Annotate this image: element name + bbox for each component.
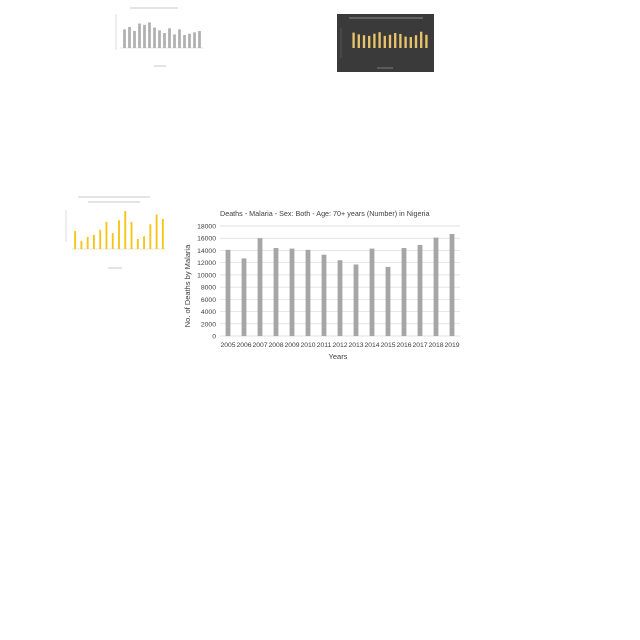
thumbnail-bar	[118, 220, 120, 249]
x-tick-label: 2006	[236, 342, 251, 349]
thumbnail-bar	[136, 239, 139, 249]
thumbnail-bar	[143, 236, 146, 249]
x-tick-label: 2013	[348, 342, 363, 349]
x-tick-label: 2012	[332, 342, 347, 349]
thumbnail-bar	[414, 35, 418, 48]
bar-2006	[241, 258, 247, 336]
thumbnail-yellow-bars	[74, 211, 164, 249]
thumbnail-bar	[105, 221, 108, 249]
thumbnail-bar	[183, 35, 186, 48]
x-tick-label: 2010	[300, 342, 315, 349]
x-tick-label: 2019	[444, 342, 459, 349]
thumbnail-bar	[388, 34, 392, 48]
bar-2016	[401, 248, 407, 336]
bar-2008	[273, 248, 279, 336]
x-tick-label: 2017	[412, 342, 427, 349]
thumbnail-bar	[99, 229, 102, 249]
bar-2015	[385, 266, 391, 336]
thumbnail-bar	[86, 237, 89, 249]
x-tick-label: 2018	[428, 342, 443, 349]
y-tick-label: 0	[212, 334, 216, 341]
thumbnail-bar	[404, 36, 407, 48]
x-tick-label: 2016	[396, 342, 411, 349]
thumbnail-bar	[399, 33, 402, 48]
bar-2009	[289, 248, 295, 336]
y-tick-label: 14000	[197, 248, 216, 255]
thumbnail-bar	[149, 224, 152, 249]
y-tick-label: 18000	[197, 224, 216, 231]
malaria-deaths-bar-chart: Deaths - Malaria - Sex: Both - Age: 70+ …	[183, 209, 460, 361]
thumbnail-bar	[163, 33, 166, 48]
bars	[225, 233, 455, 336]
thumbnail-bar	[188, 33, 191, 48]
x-tick-label: 2008	[268, 342, 283, 349]
thumbnail-bar	[362, 35, 366, 48]
thumbnail-bar	[111, 233, 114, 249]
bar-2011	[321, 254, 327, 336]
thumbnail-bar	[373, 33, 376, 48]
thumbnail-bar	[352, 32, 355, 48]
thumbnail-bar	[383, 35, 386, 48]
thumbnail-bar	[158, 30, 161, 48]
x-axis-label: Years	[329, 352, 348, 361]
thumbnail-gray-bars	[123, 22, 201, 48]
thumbnail-gray-bar-chart	[108, 2, 208, 70]
thumbnail-bar	[178, 29, 181, 48]
y-tick-label: 4000	[201, 309, 216, 316]
thumbnail-bar	[143, 24, 146, 48]
x-tick-label: 2007	[252, 342, 267, 349]
bar-2012	[337, 260, 343, 336]
y-tick-label: 2000	[201, 321, 216, 328]
thumbnail-bar	[124, 211, 127, 249]
thumbnail-bar	[173, 34, 176, 48]
thumbnail-bar	[420, 31, 423, 48]
y-tick-label: 8000	[201, 285, 216, 292]
thumbnail-bar	[155, 214, 158, 249]
thumbnail-bar	[357, 34, 360, 48]
thumbnail-bar	[123, 29, 126, 48]
y-tick-label: 6000	[201, 297, 216, 304]
bar-2017	[417, 244, 423, 336]
thumbnail-bar	[130, 221, 133, 249]
x-tick-label: 2011	[317, 342, 332, 349]
thumbnail-bar	[368, 35, 371, 48]
thumbnail-yellow-bar-chart	[58, 194, 170, 272]
thumbnail-bar	[168, 28, 171, 48]
thumbnail-bar	[425, 34, 428, 48]
bar-2007	[257, 238, 263, 336]
thumbnail-bar	[74, 231, 77, 249]
x-tick-label: 2009	[284, 342, 299, 349]
y-tick-label: 10000	[197, 272, 216, 279]
x-tick-label: 2005	[220, 342, 235, 349]
bar-2019	[449, 233, 455, 336]
thumbnail-gold-bars	[352, 31, 428, 48]
bar-2005	[225, 249, 231, 336]
thumbnail-dark-bar-chart	[337, 14, 434, 72]
thumbnail-bar	[133, 31, 136, 48]
thumbnail-bar	[128, 26, 131, 48]
x-tick-label: 2015	[380, 342, 395, 349]
thumbnail-bar	[138, 23, 141, 48]
thumbnail-bar	[394, 33, 397, 48]
thumbnail-bar	[378, 32, 381, 48]
thumbnail-bar	[92, 235, 95, 249]
thumbnail-bar	[161, 219, 164, 249]
thumbnail-bar	[148, 22, 151, 48]
chart-title: Deaths - Malaria - Sex: Both - Age: 70+ …	[220, 209, 430, 218]
bar-2010	[305, 249, 311, 336]
bar-2013	[353, 264, 359, 336]
y-tick-label: 12000	[197, 260, 216, 267]
x-axis-tick-labels: 2005 2006 2007 2008 2009 2010 2011 2012 2013 2014…	[220, 342, 459, 349]
thumbnail-bar	[198, 31, 201, 48]
thumbnail-bar	[409, 37, 412, 48]
y-tick-label: 16000	[197, 236, 216, 243]
thumbnail-bar	[193, 32, 196, 48]
x-tick-label: 2014	[364, 342, 379, 349]
y-axis-tick-labels: 0 2000 4000 6000 8000 10000 12000 14000 16000 180…	[197, 224, 216, 341]
bar-2018	[433, 237, 439, 336]
bar-2014	[369, 248, 375, 336]
y-axis-label: No. of Deaths by Malaria	[183, 244, 192, 327]
thumbnail-bar	[80, 241, 83, 249]
thumbnail-bar	[153, 27, 156, 48]
